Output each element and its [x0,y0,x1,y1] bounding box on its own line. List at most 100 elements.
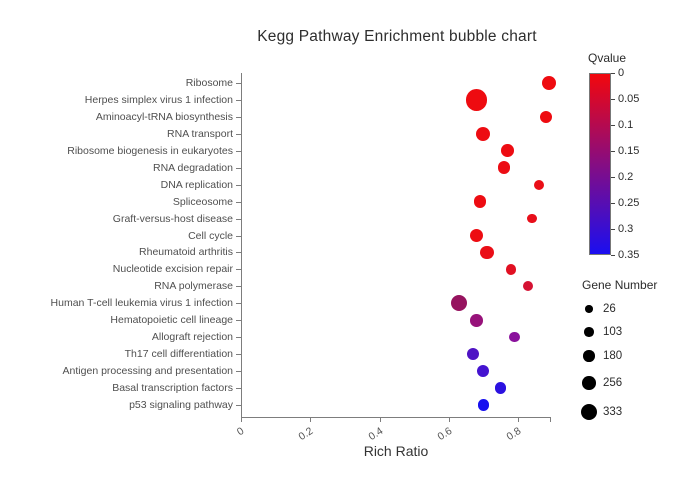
colorbar-tick-mark [611,151,615,152]
x-axis-end-tick [550,417,551,422]
size-legend-label: 256 [603,377,623,389]
y-tick-label: Cell cycle [188,229,233,242]
colorbar-tick-mark [611,229,615,230]
y-tick-mark [236,167,241,169]
bubble [497,161,511,175]
y-tick-mark [236,235,241,237]
colorbar-title: Qvalue [588,51,627,65]
y-tick-mark [236,269,241,271]
bubble [505,264,517,275]
size-legend-dot [582,376,596,390]
size-legend-title: Gene Number [582,278,658,292]
y-tick-label: RNA transport [167,127,233,140]
y-tick-label: Ribosome biogenesis in eukaryotes [67,144,233,157]
colorbar-tick-mark [611,125,615,126]
colorbar-tick-mark [611,99,615,100]
bubble [509,331,520,343]
x-axis-label: Rich Ratio [363,443,429,459]
size-legend-label: 180 [603,350,623,362]
size-legend-label: 103 [603,326,623,338]
y-tick-label: Ribosome [185,77,233,89]
y-tick-mark [236,150,241,152]
bubble [470,313,483,327]
bubble [527,213,537,224]
y-tick-label: Graft-versus-host disease [112,212,233,225]
y-tick-mark [236,201,241,203]
bubble [451,295,468,312]
y-tick-mark [236,404,241,406]
bubble [533,179,544,190]
y-tick-label: Hematopoietic cell lineage [110,314,233,327]
size-legend-dot [583,350,595,362]
colorbar-tick-label: 0.2 [618,171,634,183]
y-tick-mark [236,133,241,135]
x-tick-mark [379,417,381,422]
bubble [466,348,479,361]
y-tick-mark [236,99,241,101]
bubble [494,382,507,394]
y-tick-label: Th17 cell differentiation [124,348,233,361]
colorbar-tick-mark [611,73,615,74]
y-tick-mark [236,252,241,254]
y-tick-label: Herpes simplex virus 1 infection [84,93,233,106]
y-tick-mark [236,184,241,186]
colorbar-tick-mark [611,203,615,204]
x-tick-mark [310,417,312,422]
x-axis-line [241,417,551,418]
colorbar-tick-label: 0.25 [618,197,640,209]
colorbar-tick-label: 0 [618,67,625,79]
bubble [469,228,484,243]
colorbar-tick-label: 0.15 [618,145,640,157]
y-tick-mark [236,320,241,322]
x-tick-label: 0 [234,424,247,439]
bubble [476,126,491,141]
y-tick-mark [236,337,241,339]
colorbar-tick-label: 0.3 [618,223,634,235]
size-legend-label: 26 [603,303,616,315]
size-legend-label: 333 [603,406,623,418]
x-tick-mark [518,417,519,422]
y-tick-label: Allograft rejection [151,331,233,344]
bubble [477,365,490,378]
y-tick-mark [236,371,241,373]
bubble [539,110,552,123]
bubble [523,281,534,292]
colorbar-tick-mark [611,177,615,178]
y-axis-line [241,73,242,417]
y-tick-mark [236,388,241,390]
colorbar-tick-label: 0.05 [618,93,640,105]
bubble [473,195,487,208]
y-tick-label: Nucleotide excision repair [112,263,233,276]
y-tick-mark [236,286,241,288]
bubble [501,144,514,158]
colorbar-tick-mark [611,255,615,256]
bubble [465,89,488,111]
x-tick-mark [448,417,450,422]
y-tick-label: Rheumatoid arthritis [139,246,233,259]
y-tick-label: Human T-cell leukemia virus 1 infection [50,297,233,310]
y-tick-label: Basal transcription factors [112,382,233,395]
y-tick-mark [236,116,241,118]
colorbar-gradient [589,73,611,255]
y-tick-mark [236,354,241,356]
bubble [480,245,494,260]
y-tick-label: RNA polymerase [154,280,233,293]
y-tick-mark [236,303,241,305]
size-legend-dot [584,327,594,337]
y-tick-label: p53 signaling pathway [129,398,233,411]
y-tick-label: RNA degradation [153,161,233,174]
y-tick-label: Aminoacyl-tRNA biosynthesis [95,110,233,123]
chart-title: Kegg Pathway Enrichment bubble chart [257,28,537,45]
size-legend-dot [585,305,593,313]
bubble [477,399,490,411]
y-tick-mark [236,83,241,84]
y-tick-label: Spliceosome [172,195,233,208]
y-tick-mark [236,218,241,220]
y-tick-label: DNA replication [160,178,233,191]
x-tick-mark [241,417,242,422]
y-tick-label: Antigen processing and presentation [62,365,233,378]
bubble [541,75,557,91]
colorbar-tick-label: 0.35 [618,249,640,261]
size-legend-dot [581,404,597,420]
